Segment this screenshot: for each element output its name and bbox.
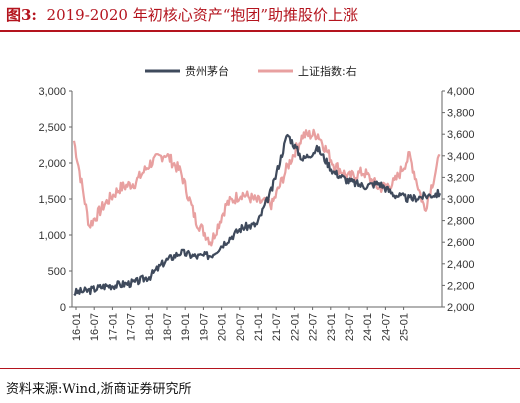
y-left-tick-label: 500 [48,266,66,278]
y-right-tick-label: 2,000 [447,302,475,314]
y-right-tick-label: 2,600 [447,237,475,249]
x-tick-label: 25-01 [399,313,411,341]
chart-title: 图3: 2019-2020 年初核心资产“抱团”助推股价上涨 [6,4,358,25]
y-right-tick-label: 4,000 [447,86,475,98]
series-line-sse [72,128,441,247]
x-tick-label: 20-07 [235,313,247,341]
x-tick-label: 21-07 [271,313,283,341]
source-divider [0,368,520,369]
y-right-tick-label: 3,000 [447,194,475,206]
x-tick-label: 17-07 [126,313,138,341]
x-tick-label: 17-01 [107,313,119,341]
x-tick-label: 18-01 [144,313,156,341]
figure-title-text: 2019-2020 年初核心资产“抱团”助推股价上涨 [46,6,359,24]
y-left-tick-label: 0 [60,302,66,314]
x-tick-label: 19-01 [180,313,192,341]
figure-label: 图3: [6,6,37,24]
y-left-tick-label: 2,500 [38,122,66,134]
x-tick-label: 23-07 [344,313,356,341]
x-tick-label: 22-07 [308,313,320,341]
x-tick-label: 18-07 [162,313,174,341]
y-left-tick-label: 1,500 [38,194,66,206]
x-tick-label: 23-01 [326,313,338,341]
series-line-maotai [73,133,442,296]
x-tick-label: 16-07 [89,313,101,341]
x-tick-label: 22-01 [289,313,301,341]
y-right-tick-label: 2,400 [447,259,475,271]
legend-label-sse: 上证指数:右 [298,64,357,78]
y-left-tick-label: 3,000 [38,86,66,98]
source-note: 资料来源:Wind,浙商证券研究所 [6,382,192,397]
y-left-tick-label: 2,000 [38,158,66,170]
y-right-tick-label: 3,600 [447,129,475,141]
legend-label-maotai: 贵州茅台 [185,64,229,78]
legend: 贵州茅台 上证指数:右 [145,64,357,78]
y-right-tick-label: 2,200 [447,280,475,292]
y-right-tick-label: 3,800 [447,108,475,120]
x-tick-label: 21-01 [253,313,265,341]
title-divider [0,30,520,32]
x-tick-label: 20-01 [217,313,229,341]
x-tick-label: 16-01 [71,313,83,341]
y-right-tick-label: 3,200 [447,172,475,184]
x-tick-label: 24-01 [362,313,374,341]
y-left-tick-label: 1,000 [38,230,66,242]
y-right-tick-label: 2,800 [447,216,475,228]
y-right-tick-label: 3,400 [447,151,475,163]
x-tick-label: 24-07 [380,313,392,341]
x-tick-label: 19-07 [198,313,210,341]
